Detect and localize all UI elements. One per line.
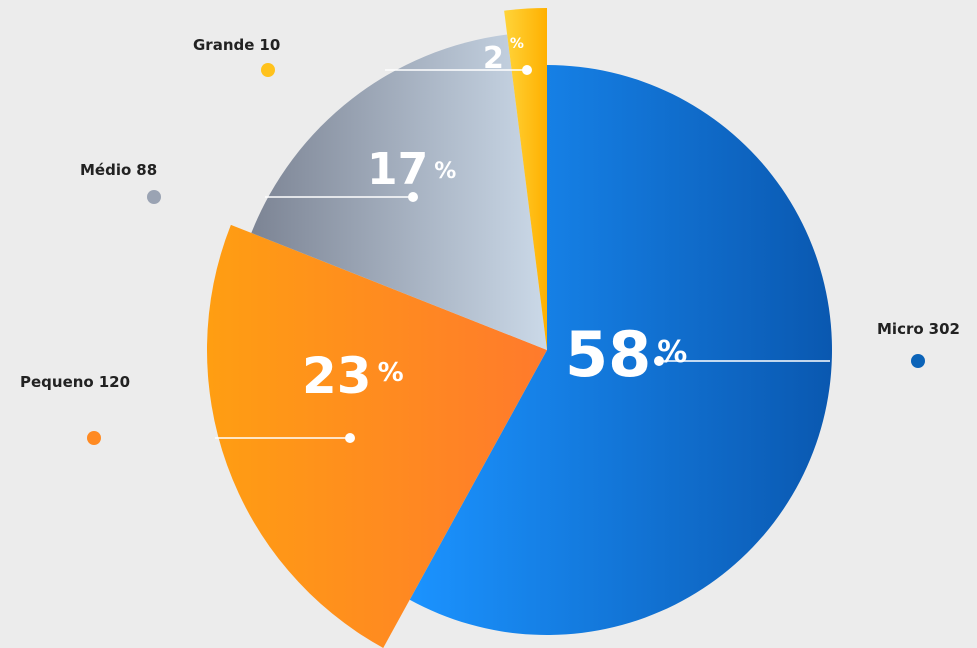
leader-dot — [522, 65, 532, 75]
percent-unit: % — [510, 36, 524, 52]
legend-label: Médio 88 — [80, 161, 157, 179]
legend-marker — [87, 431, 101, 445]
category-count: 302 — [929, 320, 960, 338]
percent-label: 23% — [302, 347, 404, 405]
leader-dot — [408, 192, 418, 202]
legend-marker — [147, 190, 161, 204]
legend-label: Pequeno 120 — [20, 373, 130, 391]
percent-value: 17 — [367, 144, 428, 195]
category-count: 88 — [136, 161, 157, 179]
percent-value: 23 — [302, 347, 372, 405]
percent-value: 58 — [565, 318, 651, 391]
category-count: 120 — [99, 373, 130, 391]
percent-unit: % — [378, 358, 404, 388]
legend-marker — [261, 63, 275, 77]
percent-label: 17% — [367, 144, 456, 195]
percent-label: 58% — [565, 318, 687, 391]
pie-slice — [504, 8, 547, 350]
category-name: Micro — [877, 320, 924, 338]
category-count: 10 — [259, 36, 280, 54]
percent-label: 2% — [483, 36, 524, 76]
legend-label: Grande 10 — [193, 36, 280, 54]
leader-dot — [345, 433, 355, 443]
percent-unit: % — [434, 159, 456, 184]
pie-slice — [207, 224, 548, 648]
category-name: Grande — [193, 36, 254, 54]
legend-label: Micro 302 — [877, 320, 960, 338]
pie-slice — [409, 65, 832, 635]
percent-value: 2 — [483, 41, 504, 76]
leader-dot — [654, 356, 664, 366]
legend-marker — [911, 354, 925, 368]
pie-slice — [251, 34, 548, 350]
category-name: Médio — [80, 161, 131, 179]
category-name: Pequeno — [20, 373, 94, 391]
percent-unit: % — [657, 335, 687, 370]
